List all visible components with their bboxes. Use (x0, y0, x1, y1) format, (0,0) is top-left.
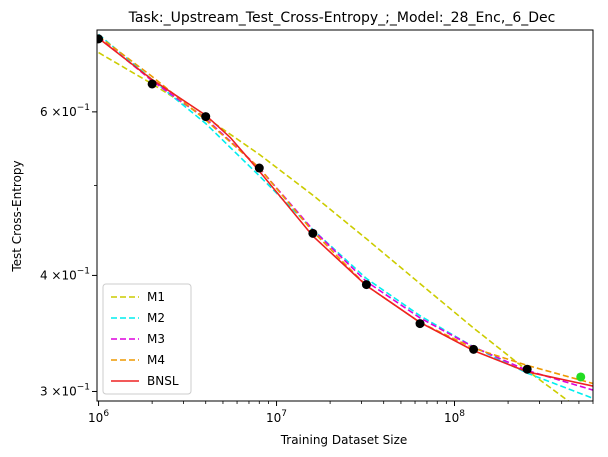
series-line-m2 (98, 33, 593, 400)
train-point (469, 344, 479, 354)
x-tick-label: 108 (444, 409, 465, 425)
legend-label-bnsl: BNSL (147, 374, 179, 388)
train-point (201, 112, 211, 122)
y-tick-label: 4 ×10−1 (40, 266, 90, 282)
train-point (308, 228, 318, 238)
chart-title: Task:_Upstream_Test_Cross-Entropy_;_Mode… (128, 10, 556, 26)
train-point (254, 163, 264, 173)
legend-label-m4: M4 (147, 353, 165, 367)
train-point (361, 280, 371, 290)
legend-label-m3: M3 (147, 332, 165, 346)
axes-frame (96, 29, 594, 402)
train-point (147, 79, 157, 89)
train-point (97, 34, 104, 44)
train-point (415, 319, 425, 329)
y-axis-label: Test Cross-Entropy (10, 160, 24, 272)
series-line-m3 (98, 36, 593, 391)
data-points (97, 34, 586, 382)
x-tick-label: 107 (266, 409, 287, 425)
legend-label-m2: M2 (147, 311, 165, 325)
y-tick-label: 6 ×10−1 (40, 103, 90, 119)
test-point (576, 372, 586, 382)
y-tick-label: 3 ×10−1 (40, 382, 90, 398)
legend: M1 M2 M3 M4 BNSL (102, 283, 192, 395)
legend-label-m1: M1 (147, 290, 165, 304)
train-point (522, 364, 532, 374)
plot-area: 106 107 108 6 ×10−1 4 ×10−1 3 ×10−1 M1 M2 M3 M4 BN… (40, 29, 594, 425)
legend-box (102, 283, 192, 395)
x-axis-label: Training Dataset Size (280, 433, 408, 447)
x-tick-label: 106 (88, 409, 109, 425)
